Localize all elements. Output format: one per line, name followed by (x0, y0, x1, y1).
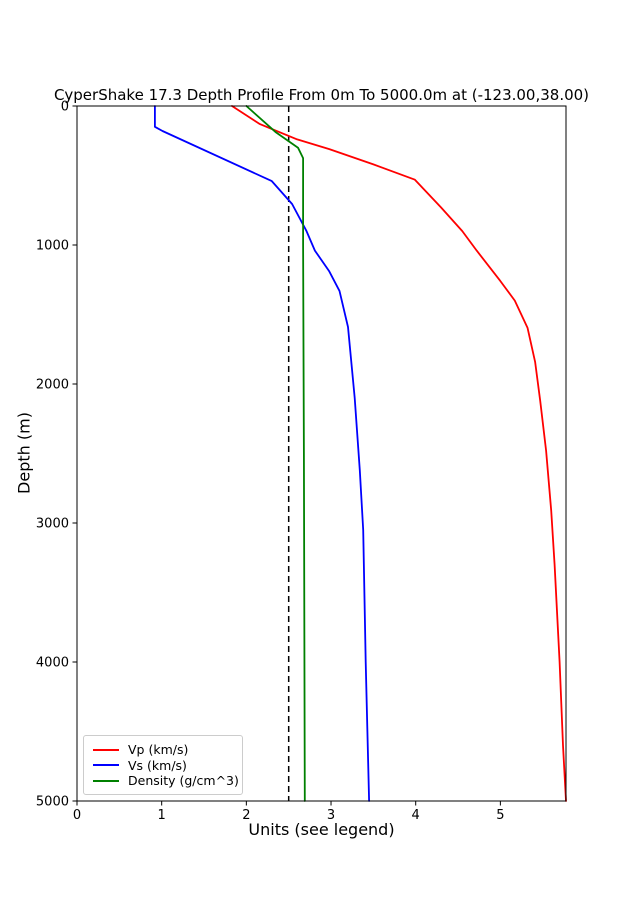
legend-label-density: Density (g/cm^3) (128, 773, 239, 788)
vs-line-swatch (93, 764, 119, 766)
x-tick-label: 4 (412, 808, 420, 823)
y-tick-label: 3000 (36, 517, 69, 532)
legend-item-vp: Vp (km/s) (93, 742, 233, 757)
y-tick-label: 1000 (36, 239, 69, 254)
legend-item-vs: Vs (km/s) (93, 758, 233, 773)
x-tick-label: 1 (158, 808, 166, 823)
legend: Vp (km/s) Vs (km/s) Density (g/cm^3) (83, 735, 243, 795)
y-tick-label: 2000 (36, 378, 69, 393)
vs-curve (153, 105, 371, 802)
x-tick-label: 2 (242, 808, 250, 823)
legend-label-vs: Vs (km/s) (128, 757, 187, 773)
x-tick-label: 3 (327, 808, 335, 823)
vp-curve (231, 105, 567, 802)
y-tick-label: 5000 (36, 795, 69, 810)
vp-line-swatch (93, 748, 119, 751)
x-axis-label: Units (see legend) (248, 820, 395, 839)
density-curve (245, 105, 306, 802)
y-tick-label: 0 (61, 100, 69, 115)
x-tick-label: 0 (73, 808, 81, 823)
legend-item-density: Density (g/cm^3) (93, 773, 239, 788)
chart-title: CyperShake 17.3 Depth Profile From 0m To… (53, 86, 590, 104)
legend-label-vp: Vp (km/s) (128, 742, 189, 757)
y-tick-label: 4000 (36, 656, 69, 671)
axes-frame (76, 105, 567, 802)
density-line-swatch (93, 779, 119, 782)
x-tick-label: 5 (496, 808, 504, 823)
